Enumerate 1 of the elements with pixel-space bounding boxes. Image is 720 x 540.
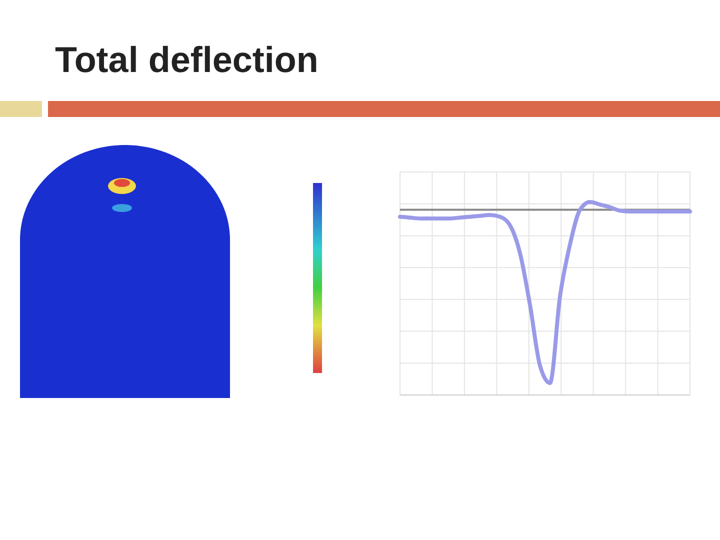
chart-title: Total deflection bbox=[55, 39, 318, 80]
